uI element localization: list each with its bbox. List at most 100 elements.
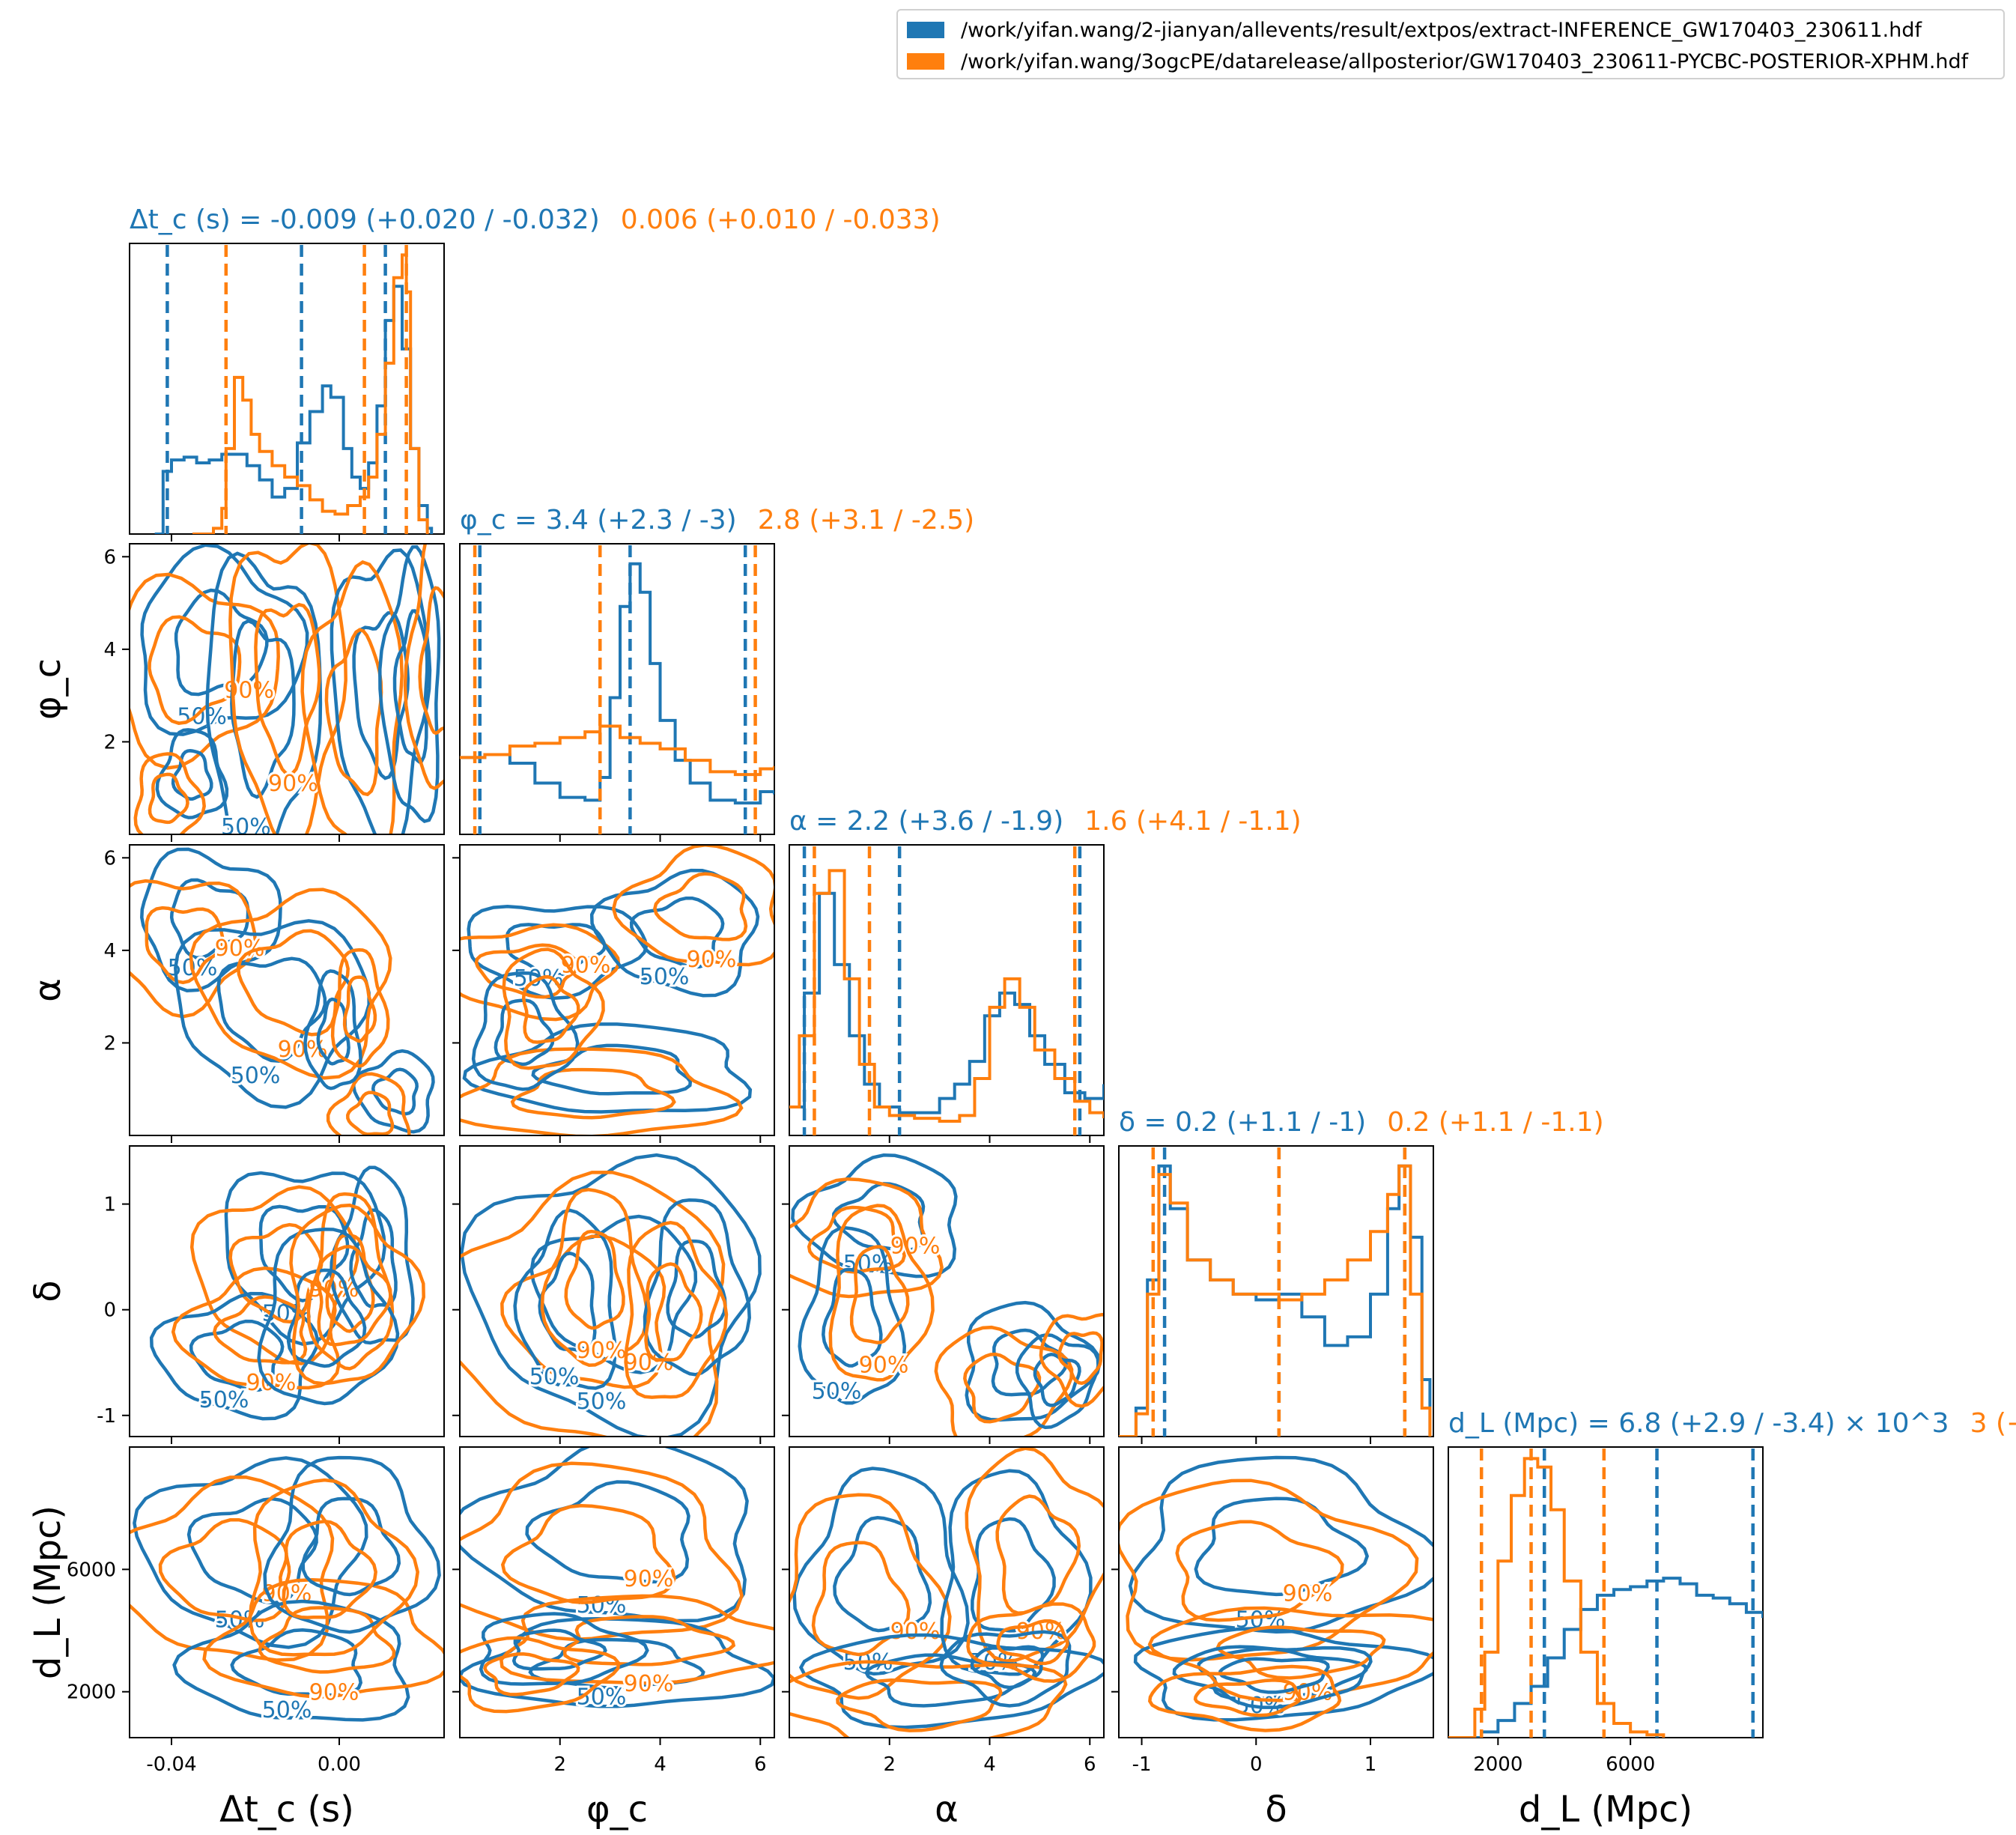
y-tick-label-delta: 0 xyxy=(103,1299,116,1322)
panel-frame-alpha xyxy=(789,844,1105,1136)
contour-90-blue xyxy=(257,1227,400,1406)
legend-entry-orange[interactable]: /work/yifan.wang/3ogcPE/datarelease/allp… xyxy=(907,46,1968,76)
contour-90-orange xyxy=(460,1636,621,1714)
x-tick-label-dtc: -0.04 xyxy=(146,1753,196,1776)
contour-90-orange xyxy=(502,947,605,1070)
panel-frame xyxy=(459,844,775,1136)
contour-90-blue xyxy=(460,1153,762,1437)
contour-90-blue xyxy=(133,1456,368,1649)
title-alpha-orange: 1.6 (+4.1 / -1.1) xyxy=(1084,806,1301,837)
contour-label: 90% xyxy=(687,947,737,973)
contour-90-blue xyxy=(351,1049,435,1134)
contour-90-blue xyxy=(205,551,323,834)
contour-panel-delta-vs-phic: 50%90%50%90% xyxy=(459,1145,775,1437)
legend-entry-blue[interactable]: /work/yifan.wang/2-jianyan/allevents/res… xyxy=(907,15,1922,45)
histogram-phic-orange xyxy=(460,724,774,777)
contour-label: 90% xyxy=(309,1680,359,1706)
histogram-dL-orange xyxy=(1448,1457,1666,1738)
title-dL-blue: d_L (Mpc) = 6.8 (+2.9 / -3.4) × 10^3 xyxy=(1448,1408,1949,1439)
y-tick-label-delta: 1 xyxy=(103,1194,116,1216)
contour-90-blue xyxy=(462,1022,753,1114)
contour-label: 50% xyxy=(812,1379,862,1405)
y-tick-label-alpha: 2 xyxy=(103,1032,116,1055)
title-dtc-blue: Δt_c (s) = -0.009 (+0.020 / -0.032) xyxy=(130,204,600,235)
y-axis-label-phic: φ_c xyxy=(27,658,69,720)
contour-50-orange xyxy=(1215,1625,1386,1680)
contour-90-orange xyxy=(540,1188,649,1367)
contour-50-orange xyxy=(521,974,580,1044)
histogram-alpha-blue xyxy=(789,891,1104,1114)
legend: /work/yifan.wang/2-jianyan/allevents/res… xyxy=(896,9,2005,79)
contour-50-blue xyxy=(822,1267,883,1368)
contour-90-orange xyxy=(248,1478,419,1657)
y-tick-label-alpha: 6 xyxy=(103,847,116,870)
contour-50-blue xyxy=(494,998,555,1067)
contour-panel-alpha-vs-phic: 50%90% 50%90% xyxy=(459,844,775,1136)
contour-50-blue xyxy=(1194,1496,1369,1597)
contour-90-orange xyxy=(228,544,347,834)
title-dtc-orange: 0.006 (+0.010 / -0.033) xyxy=(621,204,941,235)
contour-50-blue xyxy=(666,1239,727,1339)
x-tick-label-dL: 6000 xyxy=(1606,1753,1655,1776)
panel-frame xyxy=(129,1145,445,1437)
y-tick-label-delta: -1 xyxy=(97,1405,116,1428)
contour-label: 50% xyxy=(215,1607,265,1634)
contour-label: 50% xyxy=(529,1364,580,1390)
contour-label: 90% xyxy=(561,953,611,979)
contour-50-orange xyxy=(325,1233,375,1333)
contour-50-blue xyxy=(316,997,350,1066)
panel-frame xyxy=(459,1446,775,1738)
title-delta-blue: δ = 0.2 (+1.1 / -1) xyxy=(1119,1107,1366,1138)
contour-panel-delta-vs-alpha: 50%90%50%90% xyxy=(789,1145,1105,1437)
panel-frame xyxy=(129,543,445,835)
contour-50-orange xyxy=(562,1615,736,1666)
y-tick-label-dL: 6000 xyxy=(67,1559,116,1581)
title-phic-orange: 2.8 (+3.1 / -2.5) xyxy=(758,505,974,536)
contour-50-orange xyxy=(148,772,189,825)
x-tick-label-alpha: 2 xyxy=(883,1753,896,1776)
contour-90-blue xyxy=(460,1447,749,1623)
contour-50-orange xyxy=(500,1504,676,1604)
contour-50-orange xyxy=(807,1205,906,1274)
contour-label: 50% xyxy=(514,965,564,992)
x-axis-label-phic: φ_c xyxy=(586,1789,648,1831)
contour-50-blue xyxy=(189,1319,285,1392)
contour-50-orange xyxy=(811,1541,911,1657)
title-delta-orange: 0.2 (+1.1 / -1.1) xyxy=(1387,1107,1603,1138)
contour-90-orange xyxy=(934,1325,1074,1437)
x-tick-label-phic: 4 xyxy=(654,1753,667,1776)
histogram-dtc-blue xyxy=(154,285,434,534)
contour-label: 90% xyxy=(268,771,318,797)
contour-90-orange xyxy=(330,947,390,1068)
contour-90-orange xyxy=(1119,1478,1419,1662)
x-axis-label-dL: d_L (Mpc) xyxy=(1519,1789,1692,1831)
y-axis-label-dL: d_L (Mpc) xyxy=(27,1505,69,1679)
contour-panel-dL-vs-phic: 50%90%50%90% xyxy=(459,1446,775,1738)
x-axis-label-alpha: α xyxy=(935,1789,959,1831)
contour-90-orange xyxy=(189,888,392,1080)
contour-panel-dL-vs-dtc: 50%90%50%90% xyxy=(129,1446,445,1738)
contour-panel-dL-vs-alpha: 50%90%50%90% xyxy=(789,1446,1105,1738)
contour-50-orange xyxy=(474,943,580,999)
contour-90-blue xyxy=(1128,1455,1433,1634)
contour-50-orange xyxy=(158,1517,288,1622)
contour-90-blue xyxy=(513,1208,617,1390)
x-axis-label-delta: δ xyxy=(1265,1789,1287,1831)
contour-90-orange xyxy=(460,1047,744,1135)
contour-50-orange xyxy=(564,1229,625,1330)
contour-label: 90% xyxy=(890,1234,941,1260)
contour-90-orange xyxy=(300,560,404,834)
histogram-alpha-orange xyxy=(789,869,1104,1123)
contour-90-blue xyxy=(1015,1332,1100,1430)
contour-50-orange xyxy=(145,906,225,985)
contour-50-blue xyxy=(258,1204,350,1302)
y-tick-label-phic: 2 xyxy=(103,731,116,753)
histogram-phic-blue xyxy=(460,562,774,805)
contour-90-blue xyxy=(330,1165,415,1345)
contour-50-blue xyxy=(970,1645,1045,1690)
contour-90-orange xyxy=(1147,1664,1342,1732)
contour-90-orange xyxy=(828,1204,935,1382)
contour-90-orange xyxy=(789,1660,1068,1738)
contour-50-blue xyxy=(538,1251,597,1353)
contour-90-orange xyxy=(403,544,444,790)
